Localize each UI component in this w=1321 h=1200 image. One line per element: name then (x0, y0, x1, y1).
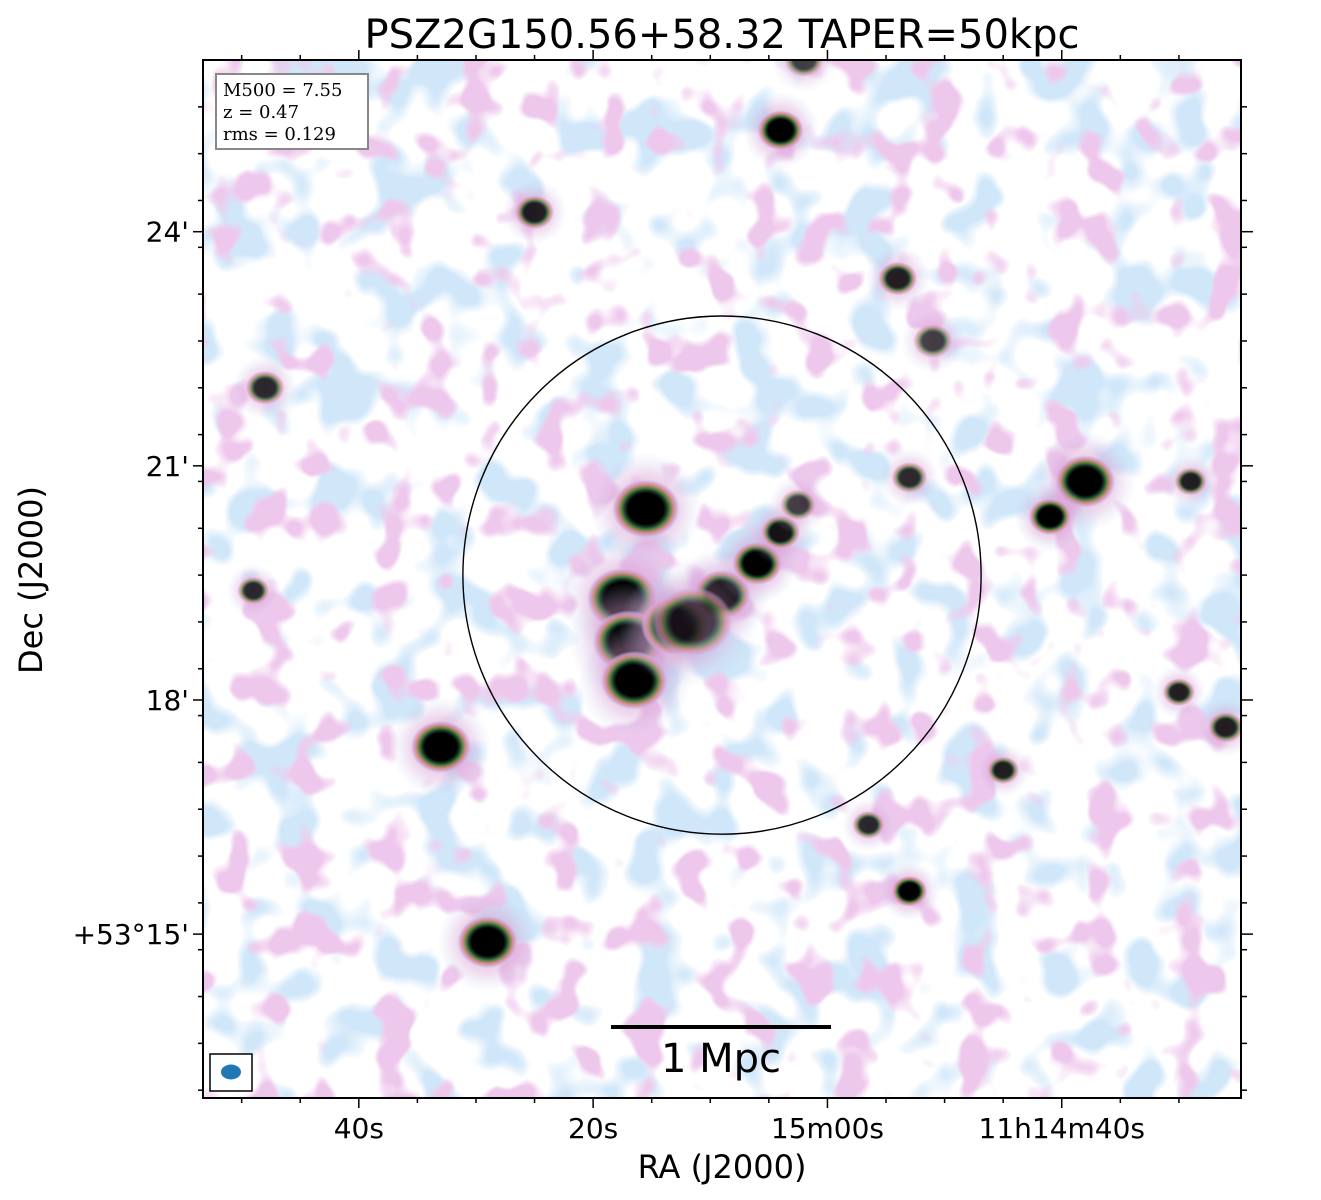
scale-bar: 1 Mpc (611, 1025, 831, 1082)
radio-source (757, 109, 804, 151)
radio-source (987, 756, 1020, 785)
info-box: M500 = 7.55 z = 0.47 rms = 0.129 (215, 73, 369, 150)
radio-source (611, 479, 680, 539)
radio-source (852, 810, 885, 839)
radio-source (877, 261, 918, 296)
beam-indicator (209, 1053, 253, 1092)
radio-source (245, 370, 285, 405)
info-box-frame (215, 73, 369, 150)
x-tick-label: 11h14m40s (979, 1112, 1146, 1145)
radio-source (913, 323, 953, 359)
axes-frame (202, 59, 1242, 1099)
chart-title: PSZ2G150.56+58.32 TAPER=50kpc (365, 12, 1080, 58)
radio-source (891, 461, 928, 494)
radio-source (1162, 678, 1196, 707)
radio-source (410, 720, 472, 774)
beam-box (209, 1053, 253, 1092)
y-tick-label: 21' (146, 450, 189, 483)
beam-ellipse (221, 1064, 241, 1080)
radio-source (237, 576, 270, 605)
x-tick-labels: 40s 20s 15m00s 11h14m40s (334, 1112, 1145, 1145)
emission-layer (226, 60, 1241, 993)
axis-ticks (193, 50, 1253, 1108)
radio-source (1207, 711, 1241, 743)
info-line-redshift: z = 0.47 (223, 102, 299, 123)
x-tick-label: 40s (334, 1112, 384, 1145)
radio-source (1028, 497, 1072, 536)
y-tick-label: 18' (146, 684, 189, 717)
y-tick-labels: 24' 21' 18' +53°15' (73, 216, 189, 951)
radio-source (780, 489, 817, 521)
y-axis-label: Dec (J2000) (12, 486, 50, 674)
x-tick-label: 15m00s (771, 1112, 884, 1145)
radio-source (784, 60, 824, 78)
radio-source (1174, 467, 1207, 496)
info-line-m500: M500 = 7.55 (223, 80, 342, 101)
r500-circle (462, 315, 982, 835)
radio-source (652, 586, 734, 658)
y-tick-label: 24' (146, 216, 189, 249)
x-axis-label: RA (J2000) (638, 1148, 807, 1186)
info-line-rms: rms = 0.129 (223, 124, 336, 145)
x-tick-label: 20s (568, 1112, 618, 1145)
radio-map (203, 60, 1241, 1098)
radio-source (891, 875, 928, 907)
scale-bar-label: 1 Mpc (661, 1036, 781, 1082)
y-tick-label: +53°15' (73, 918, 189, 951)
radio-source (457, 915, 519, 969)
radio-source (514, 195, 555, 230)
